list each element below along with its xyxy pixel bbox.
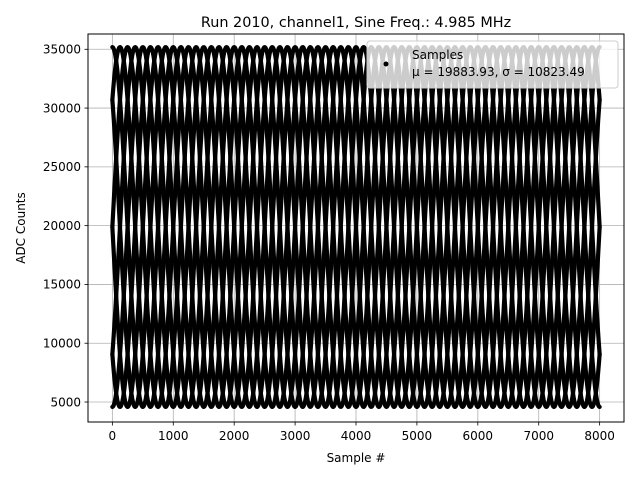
sample-trace <box>110 45 602 409</box>
x-tick-label: 5000 <box>402 429 433 443</box>
sample-trace <box>110 45 602 409</box>
x-tick-label: 6000 <box>463 429 494 443</box>
y-tick-label: 25000 <box>43 160 81 174</box>
x-tick-label: 1000 <box>158 429 189 443</box>
sample-trace <box>110 45 602 409</box>
legend-label-samples: Samples <box>412 48 463 62</box>
y-tick-label: 10000 <box>43 337 81 351</box>
x-tick-label: 0 <box>109 429 117 443</box>
x-tick-label: 2000 <box>219 429 250 443</box>
legend-frame <box>366 40 619 89</box>
chart-title: Run 2010, channel1, Sine Freq.: 4.985 MH… <box>201 15 511 31</box>
x-tick-label: 8000 <box>584 429 615 443</box>
sample-trace <box>110 45 602 409</box>
legend-stats-samples: μ = 19883.93, σ = 10823.49 <box>412 65 585 79</box>
y-tick-label: 15000 <box>43 278 81 292</box>
y-tick-label: 20000 <box>43 219 81 233</box>
x-tick-label: 7000 <box>523 429 554 443</box>
x-tick-label: 3000 <box>280 429 311 443</box>
y-tick-label: 30000 <box>43 101 81 115</box>
x-tick-label: 4000 <box>341 429 372 443</box>
axis-ticks: 0 1000 2000 3000 4000 5000 6000 7000 8000 5000 100… <box>43 43 615 443</box>
legend-marker-samples <box>383 61 389 67</box>
x-axis-label: Sample # <box>327 451 386 465</box>
legend: Samples μ = 19883.93, σ = 10823.49 <box>366 40 619 89</box>
y-axis-label: ADC Counts <box>14 192 28 264</box>
y-tick-label: 35000 <box>43 43 81 57</box>
y-tick-label: 5000 <box>50 395 81 409</box>
